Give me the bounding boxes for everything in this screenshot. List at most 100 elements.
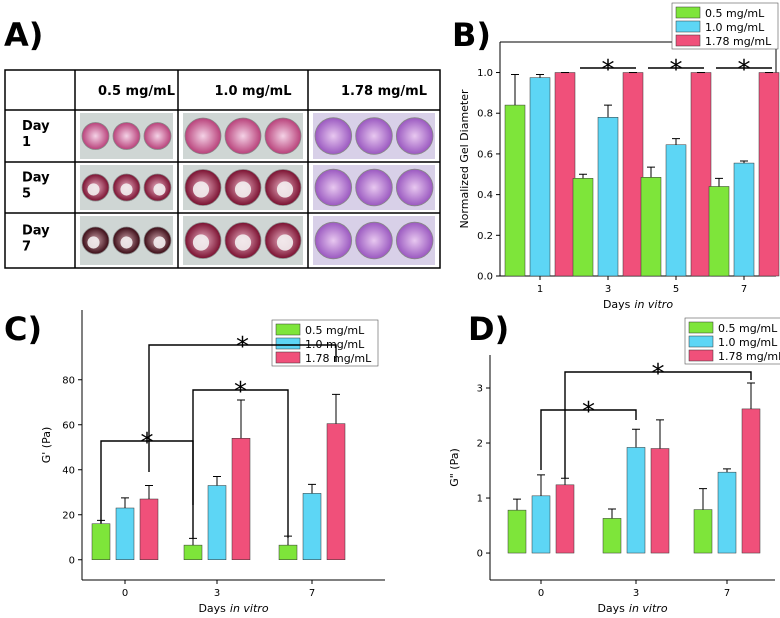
gel-disc [192,234,210,251]
gel-disc [276,234,294,251]
y-axis-label: G' (Pa) [40,427,53,464]
well [395,117,434,155]
bar [302,493,322,560]
y-axis-label: Normalized Gel Diameter [458,89,471,229]
bar [529,77,551,277]
y-tick-label: 2 [477,439,483,450]
x-axis-label-part: Days [603,298,631,311]
well [314,221,353,260]
y-tick-label: 3 [477,384,483,395]
significance-star: * [670,55,683,85]
significance-bracket [564,371,752,478]
well [264,117,302,155]
x-axis-label-part: Days [597,602,625,615]
row-header: 7 [22,240,31,255]
y-tick-label: 0 [69,555,75,566]
bar [231,438,251,560]
y-tick-label: 0.8 [477,109,493,120]
legend: 0.5 mg/mL1.0 mg/mL1.78 mg/mL [684,317,780,365]
error-bar [513,498,521,511]
error-bar [608,508,616,519]
bar [326,423,346,560]
error-bar [723,468,731,473]
gel-disc [120,236,133,249]
x-axis-label-part: in vitro [230,602,269,615]
y-tick-label: 0 [477,549,483,560]
bar [91,523,111,560]
significance-star: * [652,359,665,389]
bar [504,104,526,277]
well [395,221,434,260]
legend-label: 0.5 mg/mL [305,324,365,337]
bar [693,509,713,554]
legend-label: 1.78 mg/mL [718,350,780,363]
legend-swatch [275,351,301,364]
x-axis-label: Days in vitro [603,298,673,311]
x-tick-label: 3 [214,588,220,599]
legend: 0.5 mg/mL1.0 mg/mL1.78 mg/mL [271,319,379,367]
bar [139,498,159,560]
y-tick-label: 20 [62,510,75,521]
error-bar [537,474,545,496]
panel-label: A) [4,16,43,54]
bar [597,117,619,277]
column-header: 1.0 mg/mL [215,84,292,99]
error-bar [747,382,755,409]
panel-label: D) [468,310,509,348]
y-tick-label: 60 [62,420,75,431]
error-bar [332,393,340,424]
error-bar [740,160,748,164]
bar [183,544,203,560]
x-tick-label: 1 [537,284,543,295]
x-tick-label: 3 [605,284,611,295]
bar [602,518,622,554]
significance-star: * [141,428,154,458]
error-bar [536,74,544,78]
gel-disc [120,183,133,196]
x-axis-label-part: in vitro [634,298,673,311]
error-bar [213,476,221,486]
legend-swatch [688,335,714,348]
y-tick-label: 0.4 [477,190,493,201]
x-tick-label: 7 [309,588,315,599]
well [112,122,141,150]
error-bar [604,104,612,118]
row-header: Day [22,119,50,134]
legend-label: 1.78 mg/mL [305,352,372,365]
x-tick-label: 3 [633,588,639,599]
error-bar [561,477,569,485]
panel-label: B) [452,16,491,54]
gel-disc [192,181,210,198]
bar [758,72,780,277]
legend-swatch [675,34,701,47]
legend-label: 1.78 mg/mL [705,35,772,48]
bar [626,447,646,554]
legend-swatch [675,6,701,19]
bar [650,448,670,554]
bar [507,509,527,554]
legend-swatch [688,349,714,362]
panel-label: C) [4,310,42,348]
significance-star: * [234,377,247,407]
legend-swatch [275,323,301,336]
bar [717,471,737,554]
x-axis-label: Days in vitro [597,602,667,615]
bar [708,186,730,277]
y-tick-label: 80 [62,375,75,386]
well [81,122,110,150]
bar [741,408,761,554]
well [355,117,393,155]
column-header: 1.78 mg/mL [341,84,427,99]
error-bar [308,483,316,494]
gel-disc [87,236,100,249]
x-tick-label: 5 [673,284,679,295]
bar [555,484,575,554]
legend-swatch [275,337,301,350]
x-axis-label-part: Days [198,602,226,615]
bar [690,72,712,277]
legend-label: 1.0 mg/mL [705,21,765,34]
error-bar [121,497,129,508]
error-bar [656,419,664,449]
